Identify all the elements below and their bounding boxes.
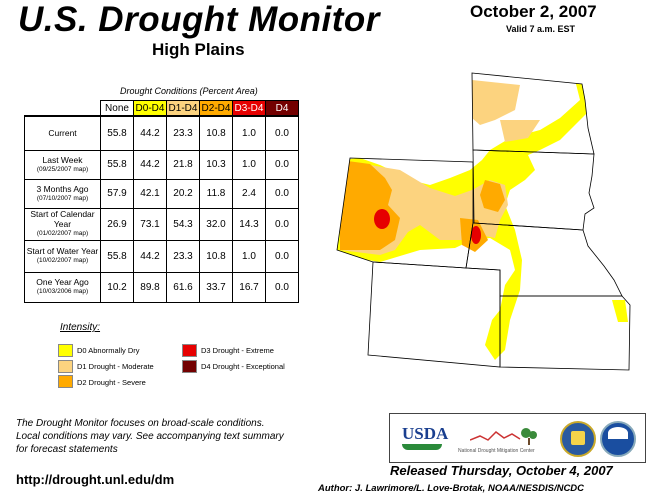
state-colorado xyxy=(368,262,500,367)
table-cell: 1.0 xyxy=(232,239,266,273)
table-cell: 0.0 xyxy=(265,178,299,209)
row-label: Current xyxy=(24,115,101,151)
sponsor-logos: USDA National Drought Mitigation Center xyxy=(389,413,646,463)
row-label: 3 Months Ago (07/10/2007 map) xyxy=(24,178,101,209)
state-kansas xyxy=(500,296,630,370)
table-cell: 2.4 xyxy=(232,178,266,209)
region-subtitle: High Plains xyxy=(152,40,245,59)
row-label: One Year Ago (10/03/2006 map) xyxy=(24,271,101,303)
area-d1-north-2 xyxy=(500,120,540,142)
legend-label-d0: D0 Abnormally Dry xyxy=(77,346,140,355)
table-cell: 55.8 xyxy=(100,115,134,151)
area-d3-nebraska xyxy=(471,226,481,244)
table-cell: 73.1 xyxy=(133,207,167,241)
table-cell: 11.8 xyxy=(199,178,233,209)
legend-label-d3: D3 Drought - Extreme xyxy=(201,346,274,355)
table-cell: 14.3 xyxy=(232,207,266,241)
table-cell: 10.8 xyxy=(199,239,233,273)
col-header-d2-d4: D2-D4 xyxy=(199,100,233,117)
disclaimer-note: The Drought Monitor focuses on broad-sca… xyxy=(16,418,284,455)
usda-swoosh-icon xyxy=(402,444,442,450)
table-cell: 21.8 xyxy=(166,149,200,180)
table-row: Last Week (09/25/2007 map) 55.8 44.2 21.8… xyxy=(24,149,299,180)
table-cell: 1.0 xyxy=(232,115,266,151)
table-cell: 55.8 xyxy=(100,239,134,273)
row-label: Start of Calendar Year (01/02/2007 map) xyxy=(24,207,101,241)
table-header-row: None D0-D4 D1-D4 D2-D4 D3-D4 D4 xyxy=(25,100,299,117)
authors: Author: J. Lawrimore/L. Love-Brotak, NOA… xyxy=(318,483,585,494)
col-header-d1-d4: D1-D4 xyxy=(166,100,200,117)
area-d1-north xyxy=(472,80,520,125)
table-cell: 61.6 xyxy=(166,271,200,303)
legend-label-d2: D2 Drought - Severe xyxy=(77,378,146,387)
legend-swatch-d4 xyxy=(182,360,197,373)
table-cell: 0.0 xyxy=(265,149,299,180)
table-row: Current 55.8 44.2 23.3 10.8 1.0 0.0 xyxy=(24,115,299,151)
table-cell: 54.3 xyxy=(166,207,200,241)
table-row: Start of Calendar Year (01/02/2007 map) 2… xyxy=(24,207,299,241)
table-cell: 44.2 xyxy=(133,115,167,151)
area-d3-wyoming xyxy=(374,209,390,229)
table-cell: 57.9 xyxy=(100,178,134,209)
table-cell: 0.0 xyxy=(265,239,299,273)
table-row: One Year Ago (10/03/2006 map) 10.2 89.8 6… xyxy=(24,271,299,303)
legend-swatch-d1 xyxy=(58,360,73,373)
table-cell: 32.0 xyxy=(199,207,233,241)
table-cell: 42.1 xyxy=(133,178,167,209)
table-caption: Drought Conditions (Percent Area) xyxy=(120,86,258,96)
usda-logo: USDA xyxy=(402,424,449,443)
drought-map xyxy=(336,72,631,371)
table-cell: 10.3 xyxy=(199,149,233,180)
table-cell: 23.3 xyxy=(166,239,200,273)
table-cell: 55.8 xyxy=(100,149,134,180)
website-link[interactable]: http://drought.unl.edu/dm xyxy=(16,472,175,487)
table-cell: 0.0 xyxy=(265,271,299,303)
map-date: October 2, 2007 xyxy=(470,2,597,21)
table-cell: 33.7 xyxy=(199,271,233,303)
row-label: Last Week (09/25/2007 map) xyxy=(24,149,101,180)
legend-swatch-d2 xyxy=(58,375,73,388)
row-label: Start of Water Year (10/02/2007 map) xyxy=(24,239,101,273)
area-d2-central xyxy=(480,180,505,212)
col-header-d3-d4: D3-D4 xyxy=(232,100,266,117)
table-cell: 23.3 xyxy=(166,115,200,151)
valid-time: Valid 7 a.m. EST xyxy=(506,24,576,34)
table-cell: 44.2 xyxy=(133,239,167,273)
ndmc-logo xyxy=(469,426,540,446)
area-d0-east xyxy=(612,300,628,322)
noaa-logo-icon xyxy=(600,421,636,457)
table-cell: 10.2 xyxy=(100,271,134,303)
legend-label-d4: D4 Drought - Exceptional xyxy=(201,362,285,371)
table-cell: 0.0 xyxy=(265,115,299,151)
col-header-d4: D4 xyxy=(265,100,299,117)
table-cell: 10.8 xyxy=(199,115,233,151)
tree-icon xyxy=(469,428,537,445)
legend-swatch-d3 xyxy=(182,344,197,357)
table-corner xyxy=(25,101,101,117)
table-cell: 1.0 xyxy=(232,149,266,180)
table-cell: 26.9 xyxy=(100,207,134,241)
release-date: Released Thursday, October 4, 2007 xyxy=(390,463,613,478)
drought-conditions-table: None D0-D4 D1-D4 D2-D4 D3-D4 D4 Current … xyxy=(24,100,299,303)
page-title: U.S. Drought Monitor xyxy=(18,0,380,39)
col-header-none: None xyxy=(100,100,134,117)
table-cell: 89.8 xyxy=(133,271,167,303)
legend-label-d1: D1 Drought - Moderate xyxy=(77,362,154,371)
table-row: Start of Water Year (10/02/2007 map) 55.8… xyxy=(24,239,299,273)
legend-title: Intensity: xyxy=(60,322,101,333)
table-cell: 44.2 xyxy=(133,149,167,180)
table-cell: 20.2 xyxy=(166,178,200,209)
table-cell: 16.7 xyxy=(232,271,266,303)
table-cell: 0.0 xyxy=(265,207,299,241)
ndmc-label: National Drought Mitigation Center xyxy=(458,448,535,454)
col-header-d0-d4: D0-D4 xyxy=(133,100,167,117)
table-row: 3 Months Ago (07/10/2007 map) 57.9 42.1 2… xyxy=(24,178,299,209)
legend-swatch-d0 xyxy=(58,344,73,357)
doc-seal-icon xyxy=(560,421,596,457)
